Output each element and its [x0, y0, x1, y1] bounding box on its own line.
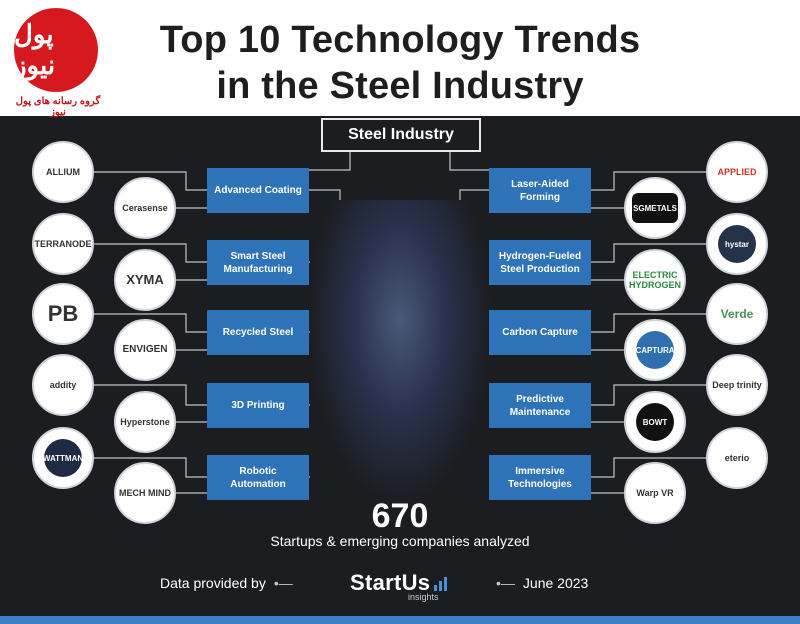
- startup-logo: ENVIGEN: [114, 319, 176, 381]
- startup-logo-mark: WATTMAN: [42, 439, 84, 477]
- startup-name: Warp VR: [636, 488, 674, 498]
- startup-logo: SGMETALS: [624, 177, 686, 239]
- startup-logo: Cerasense: [114, 177, 176, 239]
- trend-laser-aided-forming: Laser-Aided Forming: [489, 168, 591, 213]
- startup-name: hystar: [724, 239, 749, 249]
- startup-logo: Deep trinity: [706, 354, 768, 416]
- source-logo-text: پول نیوز: [14, 19, 56, 80]
- header: [0, 0, 800, 116]
- footer-dot-icon: •—: [273, 575, 293, 591]
- startus-sub: insights: [408, 592, 439, 602]
- startup-logo: hystar: [706, 213, 768, 275]
- startup-name: ALLIUM: [46, 167, 80, 177]
- startup-count: 670: [371, 497, 429, 535]
- center-robot-image: [310, 200, 490, 500]
- startup-count-caption: Startups & emerging companies analyzed: [270, 533, 530, 549]
- trend-label: Immersive Technologies: [508, 465, 572, 490]
- page-title-line2: in the Steel Industry: [216, 65, 584, 107]
- startup-name: SGMETALS: [633, 203, 677, 213]
- date-text: June 2023: [522, 575, 589, 591]
- footer-provided-by: Data provided by •—: [160, 568, 293, 598]
- startup-name: Hyperstone: [120, 417, 170, 427]
- trend-recycled-steel: Recycled Steel: [207, 310, 309, 355]
- startup-logo: Hyperstone: [114, 391, 176, 453]
- startup-name: TERRANODE: [34, 239, 92, 249]
- startup-logo: MECH MIND: [114, 462, 176, 524]
- startus-name: StartUs: [350, 570, 431, 595]
- startup-name: BOWT: [642, 417, 668, 427]
- source-logo-caption: گروه رسانه های پول نیوز: [15, 96, 101, 118]
- startup-logo: TERRANODE: [32, 213, 94, 275]
- startup-logo: ELECTRIC HYDROGEN: [624, 249, 686, 311]
- trend-robotic-automation: Robotic Automation: [207, 455, 309, 500]
- trend-label: Advanced Coating: [214, 185, 302, 196]
- trend-smart-steel-manufacturing: Smart Steel Manufacturing: [207, 240, 309, 285]
- startup-logo: BOWT: [624, 391, 686, 453]
- startup-logo: XYMA: [114, 249, 176, 311]
- trend-label: Robotic Automation: [230, 465, 286, 490]
- startup-logo: CAPTURA: [624, 319, 686, 381]
- startup-logo: ALLIUM: [32, 141, 94, 203]
- startup-logo-mark: BOWT: [636, 403, 674, 441]
- startup-name: MECH MIND: [119, 488, 171, 498]
- startup-logo: eterio: [706, 427, 768, 489]
- startup-logo: addity: [32, 354, 94, 416]
- startup-logo-mark: SGMETALS: [632, 193, 678, 223]
- startup-name: ELECTRIC HYDROGEN: [628, 270, 681, 290]
- startup-logo-mark: hystar: [718, 225, 756, 263]
- startup-name: Deep trinity: [712, 380, 762, 390]
- startup-name: XYMA: [126, 272, 164, 287]
- trend-advanced-coating: Advanced Coating: [207, 168, 309, 213]
- startup-name: PB: [47, 301, 79, 326]
- footer-date: •— June 2023: [496, 568, 588, 598]
- startup-logo: PB: [32, 283, 94, 345]
- trend-label: Smart Steel Manufacturing: [223, 250, 293, 275]
- provided-by-text: Data provided by: [160, 575, 266, 591]
- trend-label: Predictive Maintenance: [509, 393, 571, 418]
- startup-name: CAPTURA: [635, 345, 675, 355]
- startup-name: APPLIED: [717, 167, 757, 177]
- startup-logo: WATTMAN: [32, 427, 94, 489]
- startup-name: Verde: [720, 307, 754, 321]
- trend-3d-printing: 3D Printing: [207, 383, 309, 428]
- startup-logo: APPLIED: [706, 141, 768, 203]
- root-label: Steel Industry: [348, 126, 454, 143]
- startup-name: WATTMAN: [42, 453, 84, 463]
- startup-logo: Warp VR: [624, 462, 686, 524]
- trend-carbon-capture: Carbon Capture: [489, 310, 591, 355]
- root-label-box: Steel Industry: [321, 118, 481, 152]
- trend-predictive-maintenance: Predictive Maintenance: [489, 383, 591, 428]
- page-title-line1: Top 10 Technology Trends: [159, 19, 641, 61]
- startup-name: addity: [49, 380, 77, 390]
- startup-logo-mark: CAPTURA: [635, 331, 675, 369]
- startus-logo[interactable]: StartUs insights: [350, 568, 448, 602]
- startup-name: ENVIGEN: [122, 344, 168, 355]
- source-logo: پول نیوز: [14, 8, 98, 92]
- trend-label: Recycled Steel: [222, 327, 294, 338]
- bottom-accent-bar: [0, 616, 800, 624]
- bars-icon: [434, 575, 448, 591]
- footer-dot-icon: •—: [496, 575, 515, 591]
- trend-immersive-technologies: Immersive Technologies: [489, 455, 591, 500]
- startup-logo: Verde: [706, 283, 768, 345]
- startup-name: eterio: [724, 453, 750, 463]
- trend-label: Carbon Capture: [502, 327, 578, 338]
- trend-hydrogen-fueled-steel: Hydrogen-Fueled Steel Production: [489, 240, 591, 285]
- trend-label: 3D Printing: [231, 400, 285, 411]
- startup-name: Cerasense: [122, 203, 168, 213]
- trend-label: Hydrogen-Fueled Steel Production: [498, 250, 582, 275]
- trend-label: Laser-Aided Forming: [511, 178, 569, 203]
